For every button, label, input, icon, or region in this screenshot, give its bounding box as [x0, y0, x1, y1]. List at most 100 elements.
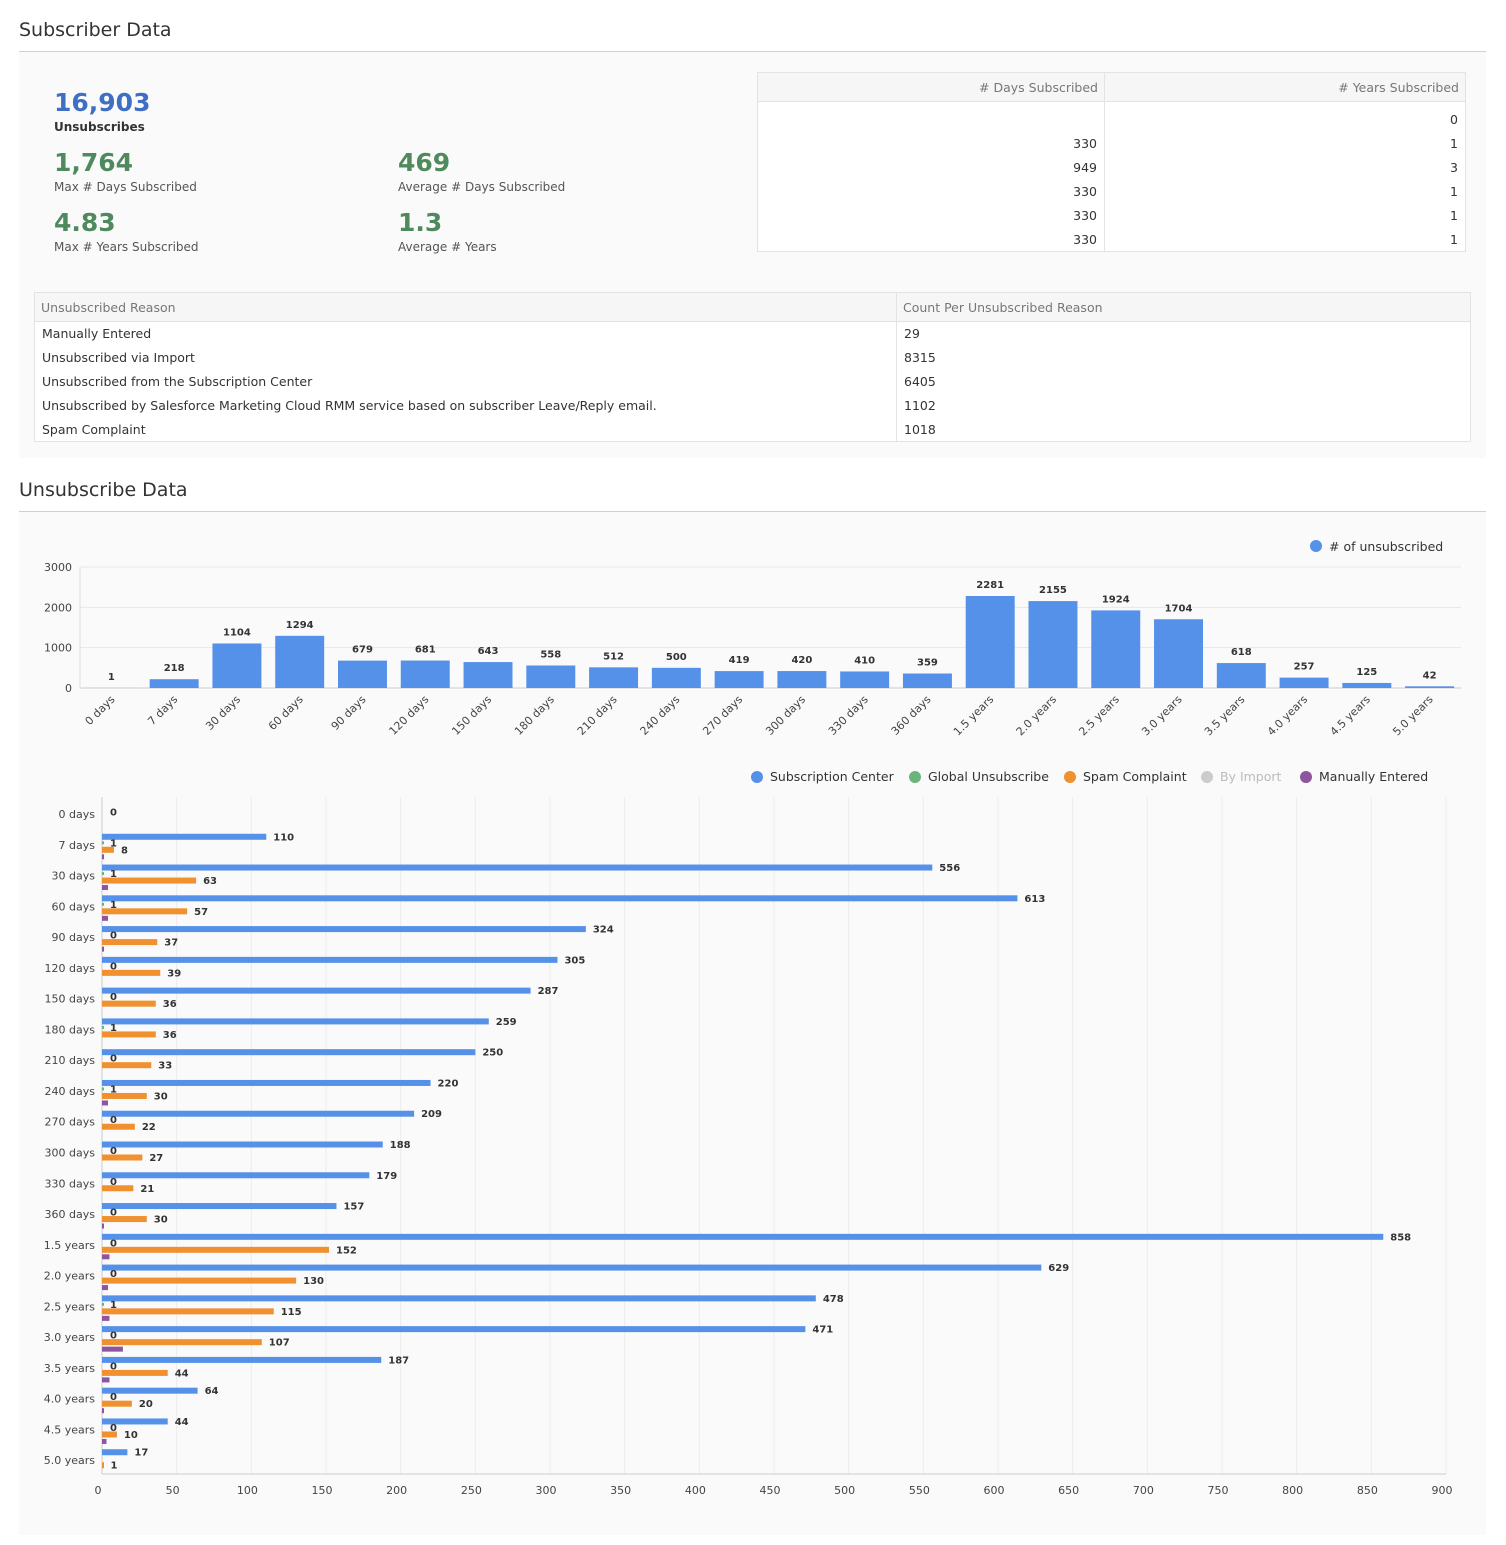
- x-tick-label: 400: [685, 1484, 706, 1497]
- reason-cell: Unsubscribed via Import: [34, 345, 897, 370]
- table-row: 330 1: [757, 179, 1466, 204]
- legend-marker-icon: [909, 771, 921, 783]
- bar-value-label: 64: [205, 1386, 219, 1397]
- years-cell: 0: [1450, 112, 1458, 127]
- x-tick-label: 2.5 years: [1076, 693, 1122, 739]
- bar-value-label: 2155: [1039, 585, 1067, 596]
- bar-value-label: 37: [164, 938, 178, 949]
- reason-count-cell: 29: [904, 326, 920, 342]
- unsubscribed-by-duration-chart: 0 1000 2000 3000 1 0 days 218 7 days 1104 30 days…: [44, 539, 1461, 739]
- bar-value-label: 1: [110, 900, 117, 911]
- reason-count-cell: 8315: [904, 350, 936, 365]
- legend-marker-icon: [1201, 771, 1213, 783]
- y-tick-label: 2.5 years: [44, 1300, 96, 1313]
- y-tick-label: 2000: [44, 601, 72, 614]
- bar-value-label: 209: [421, 1109, 442, 1120]
- bar-subscription-center: [102, 1141, 383, 1148]
- bar-subscription-center: [102, 1295, 816, 1302]
- bar-spam-complaint: [102, 908, 188, 915]
- bar-manually-entered: [102, 946, 104, 952]
- table-row: Unsubscribed from the Subscription Cente…: [34, 369, 1471, 394]
- bar-spam-complaint: [102, 969, 161, 976]
- bar-value-label: 0: [110, 808, 117, 819]
- y-tick-label: 270 days: [45, 1116, 96, 1129]
- bar-spam-complaint: [102, 1431, 117, 1438]
- y-tick-label: 360 days: [45, 1208, 96, 1221]
- bar-value-label: 556: [939, 863, 960, 874]
- bar-330-days: [840, 671, 890, 688]
- kpi-avg-days-label: Average # Days Subscribed: [398, 180, 566, 194]
- y-tick-label: 2.0 years: [44, 1270, 96, 1283]
- bar-value-label: 10: [124, 1430, 138, 1441]
- bar-4-0-years: [1279, 677, 1329, 688]
- days-cell: 330: [757, 179, 1105, 204]
- subscriber-section-title: Subscriber Data: [19, 19, 172, 41]
- reason-count-header[interactable]: Count Per Unsubscribed Reason: [896, 292, 1471, 322]
- x-tick-label: 60 days: [266, 693, 306, 733]
- reason-header[interactable]: Unsubscribed Reason: [34, 292, 897, 322]
- bar-subscription-center: [102, 895, 1018, 902]
- years-cell: 1: [1450, 136, 1458, 151]
- bar-90-days: [337, 660, 387, 688]
- bar-value-label: 0: [110, 931, 117, 942]
- bar-value-label: 629: [1048, 1263, 1069, 1274]
- reason-count-cell: 6405: [904, 374, 936, 389]
- bar-value-label: 157: [343, 1202, 364, 1213]
- bar-manually-entered: [102, 1254, 110, 1260]
- bar-global-unsubscribe: [102, 841, 104, 845]
- bar-value-label: 8: [121, 845, 128, 856]
- bar-value-label: 1294: [286, 620, 314, 631]
- bar-subscription-center: [102, 1387, 198, 1394]
- bar-value-label: 0: [110, 1054, 117, 1065]
- x-tick-label: 300: [536, 1484, 557, 1497]
- days-subscribed-table: # Days Subscribed # Years Subscribed 0 3…: [757, 72, 1466, 252]
- bar-value-label: 0: [110, 1177, 117, 1188]
- table-row: Unsubscribed by Salesforce Marketing Clo…: [34, 393, 1471, 418]
- y-tick-label: 0 days: [59, 808, 96, 821]
- unsubscribe-type-by-duration-chart: 0 50 100 150 200 250 300 350 400 450 500 550 600 650 7…: [44, 769, 1453, 1497]
- chart-legend: # of unsubscribed: [1310, 539, 1443, 554]
- y-tick-label: 210 days: [45, 1054, 96, 1067]
- bar-spam-complaint: [102, 1154, 143, 1161]
- y-tick-label: 4.0 years: [44, 1393, 96, 1406]
- x-tick-label: 0: [95, 1484, 102, 1497]
- bar-subscription-center: [102, 1326, 806, 1333]
- bar-manually-entered: [102, 915, 108, 921]
- bar-value-label: 107: [269, 1338, 290, 1349]
- bar-value-label: 681: [415, 645, 436, 656]
- y-tick-label: 7 days: [59, 839, 96, 852]
- bar-1-5-years: [965, 595, 1015, 688]
- kpi-unsubscribes: 16,903 Unsubscribes: [54, 88, 150, 134]
- days-subscribed-header[interactable]: # Days Subscribed: [757, 72, 1105, 102]
- y-tick-label: 300 days: [45, 1147, 96, 1160]
- bar-spam-complaint: [102, 1400, 132, 1407]
- y-tick-label: 3.5 years: [44, 1362, 96, 1375]
- reason-cell: Unsubscribed by Salesforce Marketing Clo…: [34, 393, 897, 418]
- bar-value-label: 250: [482, 1048, 503, 1059]
- bar-global-unsubscribe: [102, 1025, 104, 1029]
- years-subscribed-header[interactable]: # Years Subscribed: [1104, 72, 1466, 102]
- bar-value-label: 0: [110, 1115, 117, 1126]
- x-tick-label: 150: [312, 1484, 333, 1497]
- bar-value-label: 257: [1294, 662, 1315, 673]
- bar-value-label: 1104: [223, 627, 251, 638]
- x-tick-label: 1.5 years: [951, 693, 997, 739]
- bar-global-unsubscribe: [102, 902, 104, 906]
- bar-subscription-center: [102, 1172, 370, 1179]
- bar-value-label: 305: [564, 955, 585, 966]
- bar-spam-complaint: [102, 1339, 262, 1346]
- bar-value-label: 0: [110, 992, 117, 1003]
- years-cell: 1: [1450, 184, 1458, 199]
- reason-cell: Spam Complaint: [34, 417, 897, 442]
- bar-value-label: 1924: [1102, 594, 1130, 605]
- bar-value-label: 125: [1356, 667, 1377, 678]
- kpi-avg-days: 469 Average # Days Subscribed: [398, 148, 565, 194]
- days-cell: [757, 107, 1105, 132]
- reason-cell: Unsubscribed from the Subscription Cente…: [34, 369, 897, 394]
- bar-value-label: 0: [110, 1146, 117, 1157]
- x-tick-label: 900: [1432, 1484, 1453, 1497]
- subscriber-panel: 16,903 Unsubscribes 1,764 Max # Days Sub…: [19, 52, 1486, 458]
- kpi-max-years-value: 4.83: [54, 208, 116, 237]
- x-tick-label: 330 days: [826, 693, 871, 738]
- bar-spam-complaint: [102, 1277, 297, 1284]
